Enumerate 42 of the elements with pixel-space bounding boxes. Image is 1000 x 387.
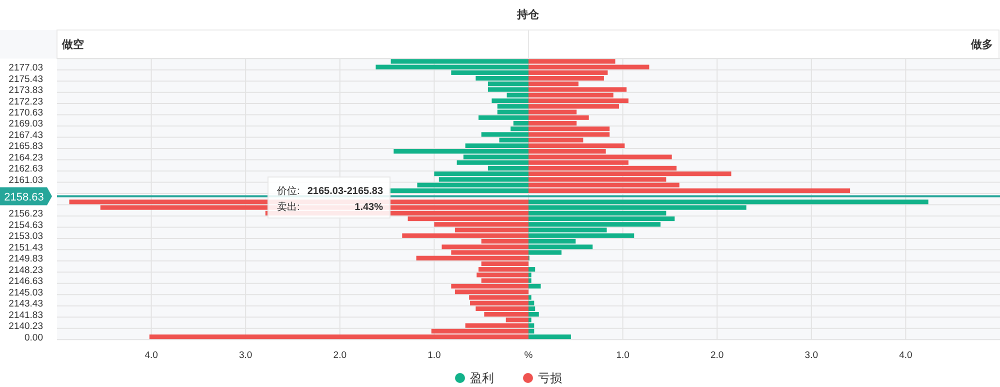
y-tick-label: 2172.23	[8, 96, 43, 108]
x-tick-label: 4.0	[899, 350, 912, 361]
x-tick-label: 3.0	[238, 350, 252, 361]
y-tick-label: 2143.43	[8, 298, 43, 310]
x-tick-label: 1.0	[428, 350, 441, 361]
y-tick-label: 2164.23	[8, 152, 43, 164]
y-tick-label: 2162.63	[8, 164, 43, 175]
x-tick-label: 4.0	[144, 350, 158, 361]
x-tick-label: 3.0	[804, 350, 818, 361]
y-tick-label: 0.00	[24, 332, 43, 344]
x-tick-label: %	[524, 350, 534, 361]
y-tick-label: 2156.23	[8, 208, 43, 220]
y-tick-label: 2148.23	[8, 264, 43, 276]
chart-title: 持仓	[516, 8, 540, 21]
x-tick-label: 2.0	[710, 350, 724, 361]
y-tick-label: 2169.03	[8, 118, 43, 130]
y-tick-label: 2173.83	[8, 85, 43, 96]
y-tick-label: 2158.63	[4, 191, 44, 204]
y-tick-label: 2170.63	[8, 107, 43, 118]
legend-label: 亏损	[538, 371, 562, 385]
y-tick-label: 2177.03	[8, 62, 43, 74]
y-tick-label: 2161.03	[8, 174, 43, 186]
text: 做空	[61, 38, 84, 51]
annotation: 2165.03-2165.83	[307, 186, 384, 197]
y-tick-label: 2167.43	[8, 130, 43, 141]
y-tick-label: 2149.83	[8, 254, 43, 265]
x-tick-label: 1.0	[616, 350, 630, 361]
y-tick-label: 2141.83	[8, 310, 43, 321]
annotation: 1.43%	[354, 202, 384, 213]
y-tick-label: 2151.43	[8, 242, 43, 254]
y-tick-label: 2146.63	[8, 276, 43, 288]
y-tick-label: 2154.63	[8, 220, 43, 231]
text: 做多	[970, 38, 993, 51]
y-tick-label: 2145.03	[8, 287, 43, 298]
legend-label: 盈利	[470, 371, 494, 385]
y-tick-label: 2165.83	[8, 141, 43, 152]
x-tick-label: 2.0	[333, 350, 347, 361]
y-tick-label: 2153.03	[8, 231, 43, 242]
annotation: 价位:	[276, 185, 300, 197]
annotation: 卖出:	[277, 201, 300, 213]
y-tick-label: 2175.43	[8, 74, 43, 85]
y-tick-label: 2140.23	[8, 321, 43, 332]
